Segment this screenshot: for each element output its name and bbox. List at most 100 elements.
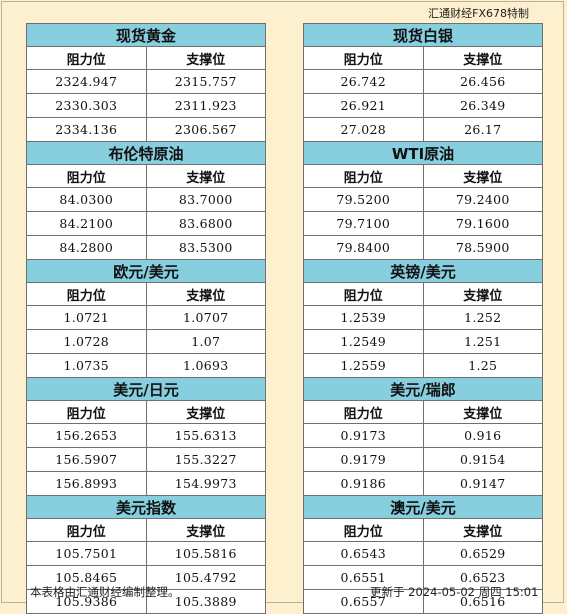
section-title-row: 澳元/美元 <box>303 495 543 519</box>
resistance-value: 84.2800 <box>26 235 147 260</box>
support-value: 1.25 <box>422 353 543 378</box>
table-row: 79.8400 78.5900 <box>303 235 543 260</box>
table-row: 156.5907 155.3227 <box>26 447 266 472</box>
resistance-value: 105.7501 <box>26 541 147 566</box>
section-title-row: 美元/日元 <box>26 377 266 401</box>
table-row: 156.2653 155.6313 <box>26 423 266 448</box>
resistance-header: 阻力位 <box>303 518 424 542</box>
section-title-row: 布伦特原油 <box>26 141 266 165</box>
resistance-value: 0.9173 <box>303 423 424 448</box>
table-row: 105.7501 105.5816 <box>26 541 266 566</box>
resistance-header: 阻力位 <box>303 400 424 424</box>
table-row: 84.2100 83.6800 <box>26 211 266 236</box>
support-value: 79.1600 <box>422 211 543 236</box>
support-value: 0.9154 <box>422 447 543 472</box>
support-value: 155.3227 <box>145 447 266 472</box>
resistance-header: 阻力位 <box>26 400 147 424</box>
resistance-value: 1.0728 <box>26 329 147 354</box>
resistance-value: 79.8400 <box>303 235 424 260</box>
column-header-row: 阻力位 支撑位 <box>303 282 543 306</box>
levels-table-left: 现货黄金 阻力位 支撑位 2324.947 2315.757 2330.303 2311.9… <box>26 23 266 614</box>
table-row: 1.2549 1.251 <box>303 329 543 354</box>
section-title-row: 现货黄金 <box>26 23 266 47</box>
left-column: 现货黄金 阻力位 支撑位 2324.947 2315.757 2330.303 2311.9… <box>26 23 266 614</box>
resistance-value: 26.742 <box>303 69 424 94</box>
column-header-row: 阻力位 支撑位 <box>26 400 266 424</box>
resistance-header: 阻力位 <box>26 282 147 306</box>
section-title: 现货黄金 <box>26 23 266 47</box>
table-row: 2334.136 2306.567 <box>26 117 266 142</box>
support-header: 支撑位 <box>422 46 543 70</box>
resistance-value: 1.2539 <box>303 305 424 330</box>
support-header: 支撑位 <box>422 282 543 306</box>
support-header: 支撑位 <box>145 164 266 188</box>
table-row: 0.9179 0.9154 <box>303 447 543 472</box>
resistance-value: 2324.947 <box>26 69 147 94</box>
resistance-value: 156.2653 <box>26 423 147 448</box>
table-row: 2330.303 2311.923 <box>26 93 266 118</box>
resistance-value: 26.921 <box>303 93 424 118</box>
resistance-value: 0.9186 <box>303 471 424 496</box>
support-value: 1.251 <box>422 329 543 354</box>
section-title-row: 现货白银 <box>303 23 543 47</box>
resistance-header: 阻力位 <box>303 164 424 188</box>
table-row: 0.9186 0.9147 <box>303 471 543 496</box>
resistance-value: 156.8993 <box>26 471 147 496</box>
table-row: 26.921 26.349 <box>303 93 543 118</box>
column-header-row: 阻力位 支撑位 <box>26 282 266 306</box>
support-header: 支撑位 <box>145 400 266 424</box>
support-value: 83.5300 <box>145 235 266 260</box>
right-column: 现货白银 阻力位 支撑位 26.742 26.456 26.921 26.349 27.028… <box>303 23 543 614</box>
resistance-header: 阻力位 <box>26 46 147 70</box>
levels-table-right: 现货白银 阻力位 支撑位 26.742 26.456 26.921 26.349 27.028… <box>303 23 543 614</box>
section-title: 澳元/美元 <box>303 495 543 519</box>
resistance-value: 79.7100 <box>303 211 424 236</box>
support-value: 0.6529 <box>422 541 543 566</box>
support-value: 78.5900 <box>422 235 543 260</box>
section-title-row: 美元指数 <box>26 495 266 519</box>
section-title-row: 美元/瑞郎 <box>303 377 543 401</box>
support-value: 0.916 <box>422 423 543 448</box>
section-title-row: WTI原油 <box>303 141 543 165</box>
section-title-row: 欧元/美元 <box>26 259 266 283</box>
table-row: 1.2559 1.25 <box>303 353 543 378</box>
resistance-value: 1.2549 <box>303 329 424 354</box>
footer-updated: 更新于 2024-05-02 周四 15:01 <box>370 585 539 599</box>
section-title: 美元/瑞郎 <box>303 377 543 401</box>
support-header: 支撑位 <box>422 164 543 188</box>
table-row: 0.6543 0.6529 <box>303 541 543 566</box>
table-row: 2324.947 2315.757 <box>26 69 266 94</box>
table-row: 1.0721 1.0707 <box>26 305 266 330</box>
section-title: 美元指数 <box>26 495 266 519</box>
support-value: 105.4792 <box>145 565 266 590</box>
table-row: 156.8993 154.9973 <box>26 471 266 496</box>
resistance-value: 1.0735 <box>26 353 147 378</box>
support-value: 155.6313 <box>145 423 266 448</box>
support-value: 79.2400 <box>422 187 543 212</box>
column-header-row: 阻力位 支撑位 <box>26 46 266 70</box>
table-row: 0.6551 0.6523 <box>303 565 543 590</box>
resistance-value: 79.5200 <box>303 187 424 212</box>
support-value: 105.5816 <box>145 541 266 566</box>
section-title: 现货白银 <box>303 23 543 47</box>
support-header: 支撑位 <box>145 282 266 306</box>
support-header: 支撑位 <box>145 518 266 542</box>
resistance-header: 阻力位 <box>303 282 424 306</box>
resistance-header: 阻力位 <box>26 518 147 542</box>
table-row: 1.0735 1.0693 <box>26 353 266 378</box>
support-value: 26.17 <box>422 117 543 142</box>
resistance-value: 0.9179 <box>303 447 424 472</box>
resistance-value: 0.6543 <box>303 541 424 566</box>
resistance-value: 1.2559 <box>303 353 424 378</box>
brand-label: 汇通财经FX678特制 <box>428 7 529 20</box>
table-row: 84.0300 83.7000 <box>26 187 266 212</box>
support-value: 83.7000 <box>145 187 266 212</box>
support-header: 支撑位 <box>422 518 543 542</box>
support-value: 154.9973 <box>145 471 266 496</box>
resistance-value: 27.028 <box>303 117 424 142</box>
section-title: WTI原油 <box>303 141 543 165</box>
table-row: 0.9173 0.916 <box>303 423 543 448</box>
resistance-value: 2334.136 <box>26 117 147 142</box>
column-header-row: 阻力位 支撑位 <box>26 164 266 188</box>
page-frame <box>1 1 564 603</box>
